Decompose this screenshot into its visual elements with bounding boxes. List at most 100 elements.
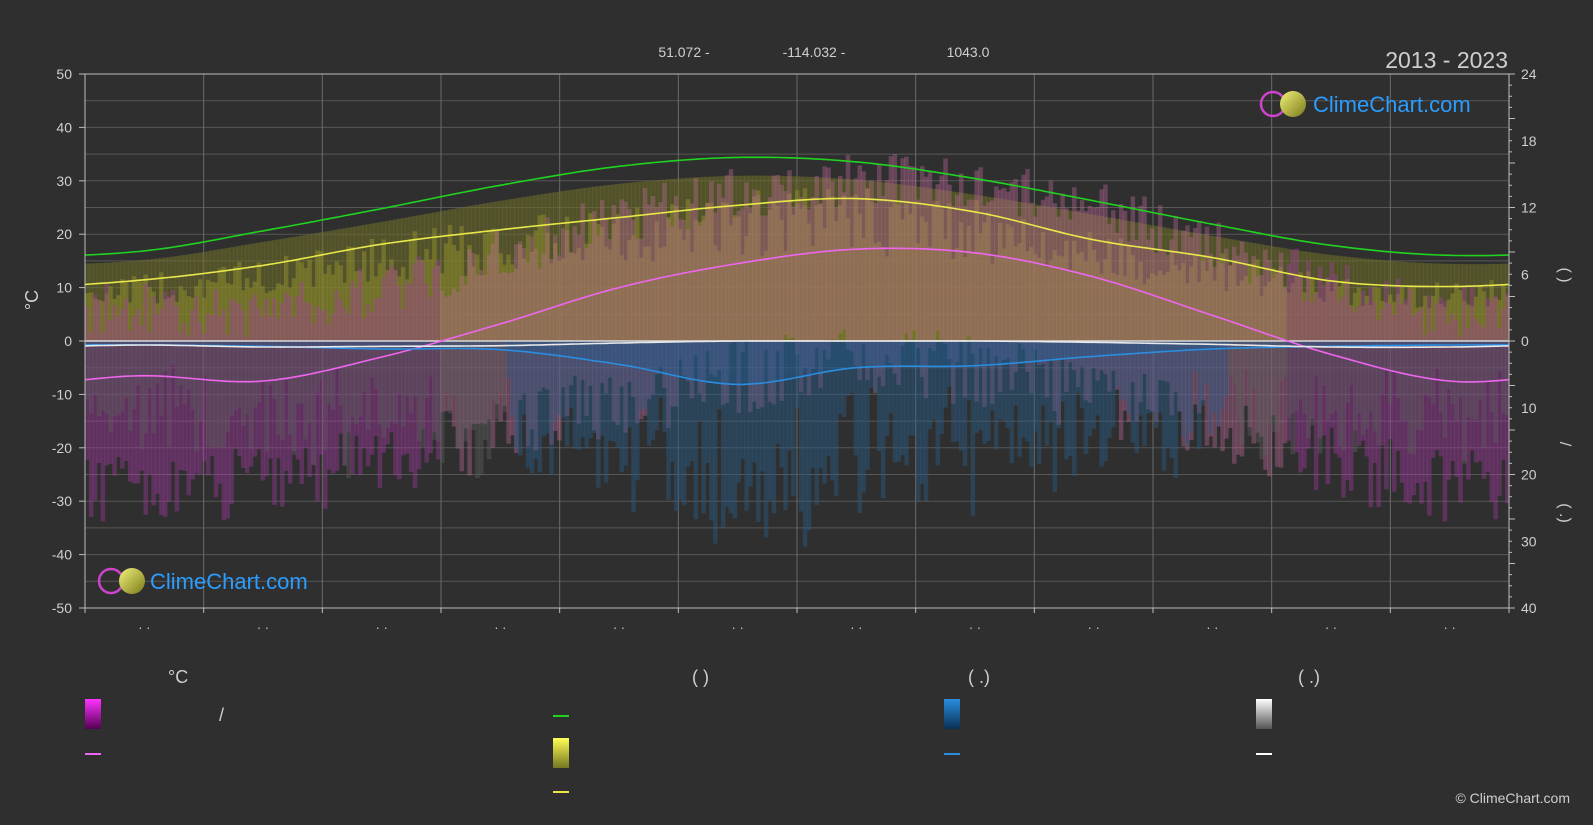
temp-range-bar	[151, 296, 156, 506]
precip-bar	[1411, 341, 1416, 455]
precip-bar	[1134, 341, 1139, 453]
temp-range-bar	[1224, 248, 1229, 439]
sunshine-bar	[908, 213, 913, 341]
sunshine-bar	[1430, 295, 1436, 341]
sunshine-bar	[241, 290, 246, 341]
precip-bar	[393, 341, 398, 424]
sunshine-bar	[1114, 274, 1120, 341]
sunshine-bar	[603, 246, 609, 341]
sunshine-bar	[951, 258, 956, 341]
y-tick-label-right-bottom: 20	[1521, 467, 1537, 483]
temp-range-bar	[506, 273, 511, 444]
precip-bar	[381, 341, 387, 438]
sunshine-bar	[678, 228, 683, 341]
temp-range-bar	[1029, 202, 1034, 394]
temp-range-bar	[1021, 174, 1026, 349]
precip-bar	[658, 341, 664, 398]
precip-bar	[678, 341, 683, 500]
temp-range-bar	[252, 294, 258, 457]
temp-range-bar	[787, 170, 792, 339]
temp-range-bar	[1072, 187, 1077, 371]
temp-range-bar	[603, 217, 609, 394]
precip-bar	[1122, 341, 1128, 402]
precip-bar	[1360, 341, 1366, 436]
sunshine-bar	[994, 256, 999, 341]
sunshine-bar	[880, 247, 886, 341]
precip-bar	[787, 341, 792, 451]
precip-bar	[1485, 341, 1491, 380]
precip-bar	[662, 341, 667, 433]
precip-bar	[217, 341, 223, 448]
temp-range-bar	[182, 322, 188, 471]
precip-bar	[1048, 341, 1054, 423]
watermark-top-text: ClimeChart.com	[1313, 92, 1471, 117]
sunshine-bar	[557, 261, 562, 341]
temp-range-bar	[155, 314, 160, 494]
precip-bar	[1005, 341, 1011, 429]
sunshine-bar	[1181, 262, 1186, 341]
temp-range-bar	[1107, 223, 1112, 392]
temp-range-bar	[319, 310, 324, 455]
precip-bar	[529, 341, 535, 474]
sunshine-bar	[1450, 293, 1455, 341]
temp-range-bar	[849, 196, 855, 352]
sunshine-bar	[553, 243, 558, 341]
temp-range-bar	[927, 171, 933, 348]
precip-bar	[553, 341, 558, 423]
temp-range-bar	[537, 268, 543, 392]
sunshine-bar	[638, 257, 644, 341]
precip-bar	[1376, 341, 1381, 446]
sunshine-bar	[1368, 304, 1374, 341]
sunshine-bar	[529, 251, 535, 341]
temp-range-bar	[498, 273, 504, 422]
precip-bar	[1489, 341, 1494, 412]
sunshine-bar	[1274, 273, 1280, 341]
temp-range-bar	[802, 205, 808, 368]
precip-bar	[174, 341, 180, 407]
temp-range-bar	[529, 236, 535, 430]
temp-range-bar	[564, 230, 570, 416]
temp-range-bar	[1364, 302, 1370, 457]
temp-range-bar	[256, 308, 262, 450]
precip-bar	[666, 341, 671, 500]
temp-range-bar	[931, 200, 937, 352]
temp-range-bar	[818, 203, 823, 388]
precip-bar	[1415, 341, 1420, 430]
temp-range-bar	[510, 272, 515, 436]
elevation-label: 1043.0	[947, 44, 990, 60]
precip-bar	[252, 341, 258, 408]
sunshine-bar	[958, 222, 964, 341]
temp-range-bar	[592, 210, 597, 431]
temp-range-bar	[1454, 319, 1459, 477]
sunshine-bar	[1263, 286, 1268, 341]
precip-bar	[1501, 341, 1506, 414]
precip-bar	[1068, 341, 1073, 457]
precip-bar	[986, 341, 991, 441]
precip-bar	[307, 341, 312, 423]
sunshine-bar	[732, 215, 738, 341]
precip-bar	[1118, 341, 1124, 399]
sunshine-bar	[1306, 271, 1311, 341]
x-tick-label: · ·	[1444, 620, 1456, 635]
precip-bar	[1282, 341, 1288, 378]
sunshine-bar	[404, 279, 410, 341]
sunshine-bar	[490, 228, 496, 341]
precip-bar	[1185, 341, 1190, 445]
precip-bar	[241, 341, 246, 426]
precip-bar	[837, 341, 843, 415]
sunshine-bar	[1384, 302, 1389, 341]
temp-range-bar	[1399, 303, 1405, 483]
daylight-bar	[1384, 260, 1389, 341]
temp-range-bar	[1052, 203, 1058, 412]
precip-bar	[1044, 341, 1050, 447]
precip-bar	[810, 341, 816, 468]
temp-range-bar	[596, 235, 601, 440]
temp-range-bar	[1126, 241, 1132, 422]
sunshine-bar	[541, 214, 546, 341]
sunshine-bar	[217, 268, 223, 341]
sunshine-bar	[740, 254, 745, 341]
sunshine-bar	[1310, 276, 1315, 341]
sunshine-bar	[545, 232, 550, 341]
temp-range-bar	[1153, 253, 1159, 422]
